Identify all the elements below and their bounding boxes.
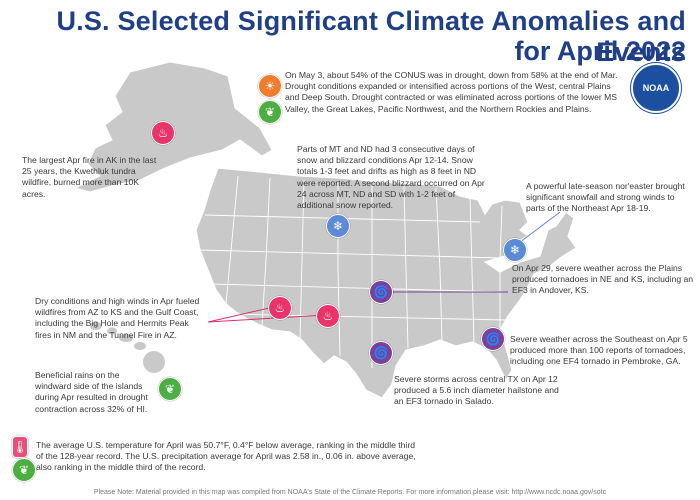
tornado-icon-southeast: 🌀 xyxy=(481,327,505,351)
southwest-fire-text: Dry conditions and high winds in Apr fue… xyxy=(35,296,200,340)
precipitation-icon: ❦ xyxy=(12,458,36,482)
snowflake-icon-northeast: ❄ xyxy=(503,238,527,262)
fire-icon-alaska: ♨ xyxy=(151,121,175,145)
footer-note: Please Note: Material provided in this m… xyxy=(93,489,607,496)
mt-nd-snow-text: Parts of MT and ND had 3 consecutive day… xyxy=(297,144,485,211)
map-subtitle: for April 2022 xyxy=(514,36,686,66)
snowflake-icon-plains: ❄ xyxy=(326,214,350,238)
tornado-icon-texas: 🌀 xyxy=(369,341,393,365)
wet-icon: ❦ xyxy=(258,100,282,124)
hawaii-text: Beneficial rains on the windward side of… xyxy=(35,370,148,414)
state-lines xyxy=(199,175,507,368)
texas-storm-text: Severe storms across central TX on Apr 1… xyxy=(394,374,559,407)
temperature-text: The average U.S. temperature for April w… xyxy=(36,440,416,473)
noreaster-text: A powerful late-season nor'easter brough… xyxy=(526,181,685,214)
noaa-logo: NOAA xyxy=(631,63,681,113)
tornado-icon-plains: 🌀 xyxy=(369,280,393,304)
drought-text: On May 3, about 54% of the CONUS was in … xyxy=(285,70,618,114)
southeast-tornado-text: Severe weather across the Southeast on A… xyxy=(510,334,688,367)
thermometer-icon: 🌡 xyxy=(12,436,28,458)
plains-tornado-text: On Apr 29, severe weather across the Pla… xyxy=(512,263,694,296)
drought-icon: ☀ xyxy=(258,74,282,98)
alaska-fire-text: The largest Apr fire in AK in the last 2… xyxy=(22,155,157,199)
callout-lines xyxy=(207,305,327,323)
fire-icon-az: ♨ xyxy=(268,296,292,320)
rain-icon-hawaii: ❦ xyxy=(158,377,182,401)
fire-icon-nm: ♨ xyxy=(316,304,340,328)
hawaii-shape xyxy=(90,322,165,373)
map-title: U.S. Selected Significant Climate Anomal… xyxy=(56,6,686,67)
